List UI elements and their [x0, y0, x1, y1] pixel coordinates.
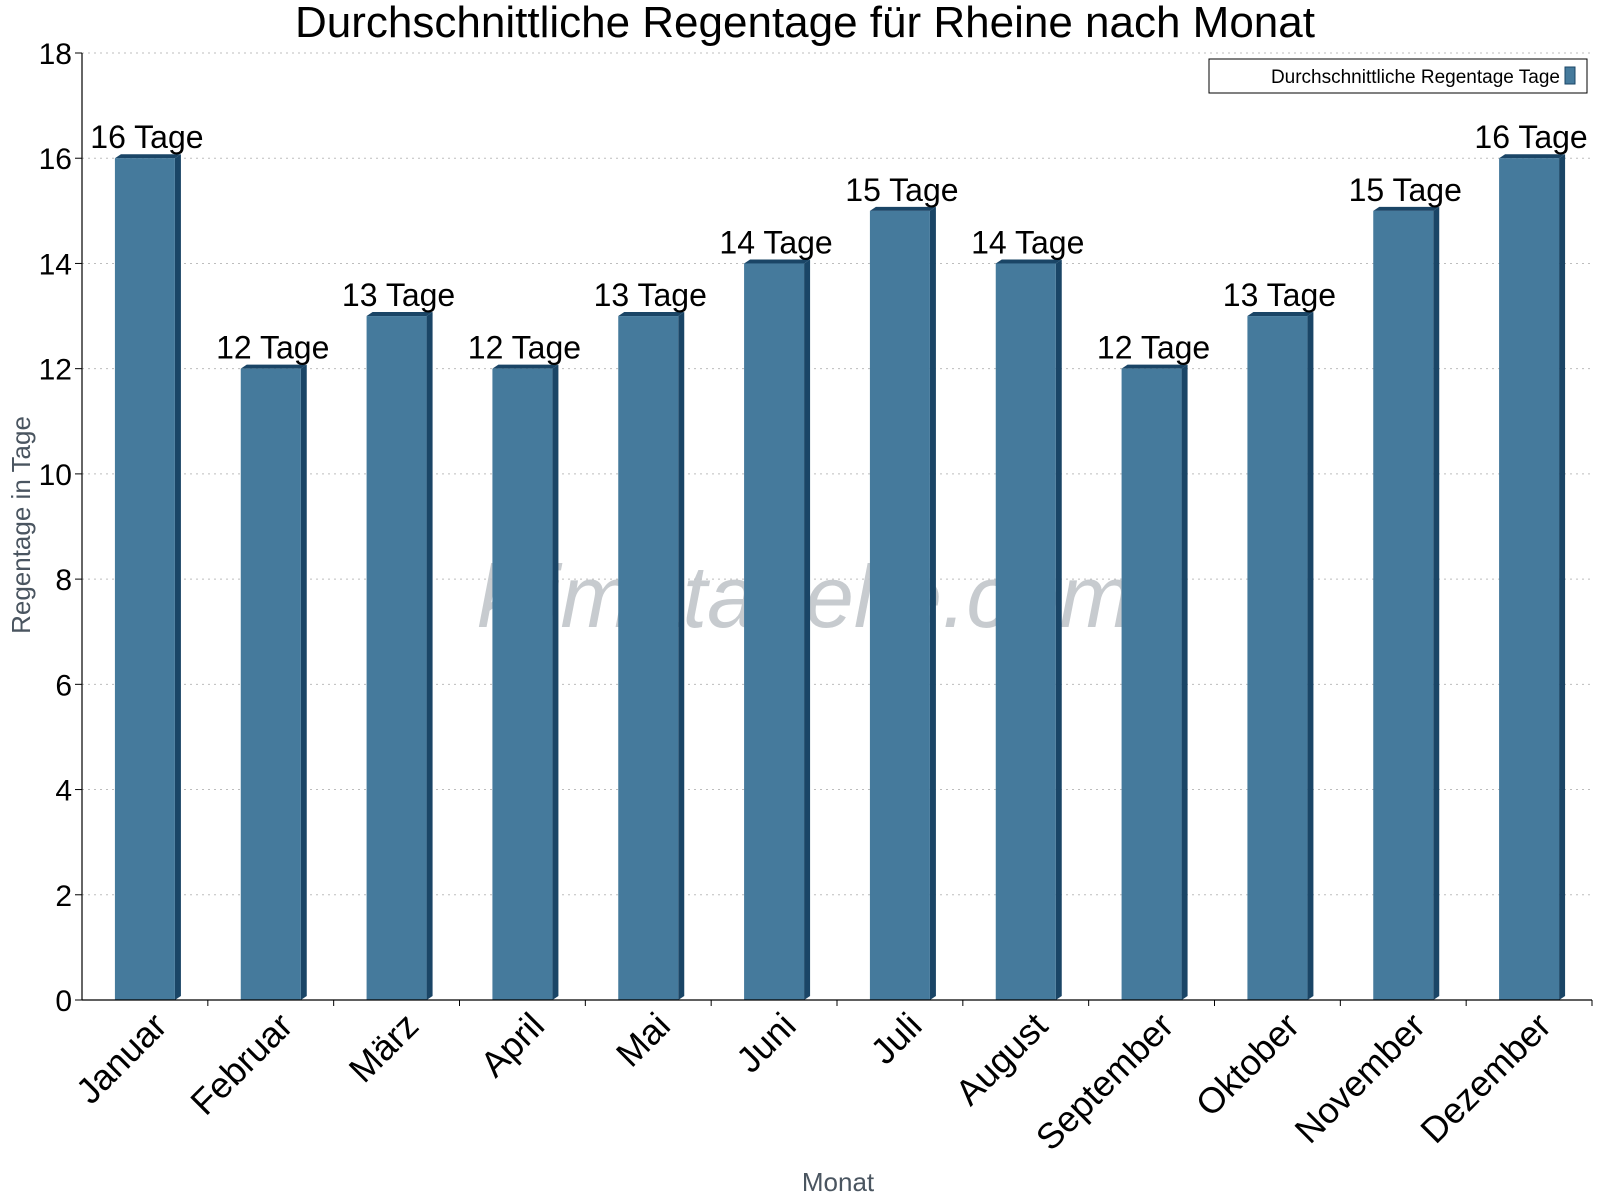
- bar-side: [929, 206, 936, 1001]
- data-label: 15 Tage: [845, 172, 958, 208]
- bar-top: [1499, 154, 1566, 159]
- bar-side: [678, 312, 685, 1000]
- y-tick-label: 6: [55, 669, 72, 702]
- x-tick-label: September: [1028, 1005, 1182, 1159]
- bar-top: [618, 312, 685, 317]
- bar-side: [1055, 259, 1062, 1000]
- bar-top: [240, 364, 307, 369]
- y-tick-label: 12: [39, 354, 72, 387]
- legend: Durchschnittliche Regentage Tage: [1208, 58, 1588, 94]
- chart-title: Durchschnittliche Regentage für Rheine n…: [295, 0, 1315, 47]
- bar-top: [1247, 312, 1314, 317]
- data-label: 16 Tage: [90, 119, 203, 155]
- bar-side: [804, 259, 811, 1000]
- y-axis-label: Regentage in Tage: [6, 416, 36, 634]
- y-tick-label: 16: [39, 143, 72, 176]
- x-tick-label: August: [947, 1005, 1055, 1113]
- bar: [114, 158, 175, 1000]
- bar-side: [1307, 312, 1314, 1000]
- bar: [995, 263, 1056, 1000]
- bar-side: [1433, 206, 1440, 1001]
- bar: [1373, 210, 1434, 1001]
- legend-box: [1208, 58, 1588, 94]
- bar-side: [1181, 364, 1188, 1001]
- bar: [869, 210, 930, 1001]
- x-tick-label: Dezember: [1412, 1005, 1558, 1151]
- x-tick-label: April: [472, 1005, 552, 1085]
- bar-side: [426, 312, 433, 1000]
- bar-side: [1559, 154, 1566, 1000]
- x-tick-label: November: [1286, 1005, 1432, 1151]
- bar-top: [114, 154, 181, 159]
- y-tick-label: 8: [55, 564, 72, 597]
- y-tick-label: 4: [55, 775, 72, 808]
- data-label: 13 Tage: [1223, 277, 1336, 313]
- bar-top: [869, 206, 936, 211]
- x-tick-label: Februar: [182, 1005, 300, 1123]
- data-label: 14 Tage: [971, 224, 1084, 260]
- bar-top: [995, 259, 1062, 264]
- bar-series: [114, 154, 1566, 1001]
- bar: [1247, 316, 1308, 1000]
- data-label: 12 Tage: [216, 330, 329, 366]
- x-axis-label: Monat: [802, 1167, 875, 1197]
- x-tick-label: Juni: [728, 1005, 804, 1081]
- bar-top: [1373, 206, 1440, 211]
- bar-top: [366, 312, 433, 317]
- bar: [744, 263, 805, 1000]
- bar-side: [552, 364, 559, 1001]
- y-tick-label: 0: [55, 985, 72, 1018]
- x-axis-ticks: Januar Februar März April Mai Juni Juli AugustS…: [68, 1000, 1593, 1159]
- data-label: 12 Tage: [1097, 330, 1210, 366]
- bar-top: [1121, 364, 1188, 369]
- legend-swatch: [1564, 66, 1576, 85]
- bar-side: [174, 154, 181, 1000]
- bar: [240, 368, 301, 1001]
- data-label: 13 Tage: [594, 277, 707, 313]
- bar: [366, 316, 427, 1000]
- data-label: 14 Tage: [719, 224, 832, 260]
- y-tick-label: 2: [55, 880, 72, 913]
- bar: [618, 316, 679, 1000]
- x-tick-label: März: [341, 1005, 427, 1091]
- bar-top: [492, 364, 559, 369]
- data-label: 16 Tage: [1474, 119, 1587, 155]
- legend-entry-label: Durchschnittliche Regentage Tage: [1271, 67, 1560, 88]
- data-label: 13 Tage: [342, 277, 455, 313]
- data-label: 15 Tage: [1349, 172, 1462, 208]
- bar: [1121, 368, 1182, 1001]
- y-tick-label: 14: [39, 248, 72, 281]
- bar: [1499, 158, 1560, 1000]
- x-tick-label: Mai: [608, 1005, 678, 1075]
- x-tick-label: Oktober: [1188, 1005, 1308, 1125]
- y-axis-ticks: 0 2 4 6 8 10 12 14 16 18: [39, 38, 82, 1018]
- data-labels: 16 Tage 12 Tage 13 Tage 12 Tage 13 Tage 14 Ta…: [90, 119, 1587, 365]
- x-tick-label: Juli: [862, 1005, 929, 1072]
- y-tick-label: 10: [39, 459, 72, 492]
- bar: [492, 368, 553, 1001]
- bar-top: [744, 259, 811, 264]
- bar-side: [300, 364, 307, 1001]
- data-label: 12 Tage: [468, 330, 581, 366]
- y-tick-label: 18: [39, 38, 72, 71]
- x-tick-label: Januar: [68, 1005, 175, 1112]
